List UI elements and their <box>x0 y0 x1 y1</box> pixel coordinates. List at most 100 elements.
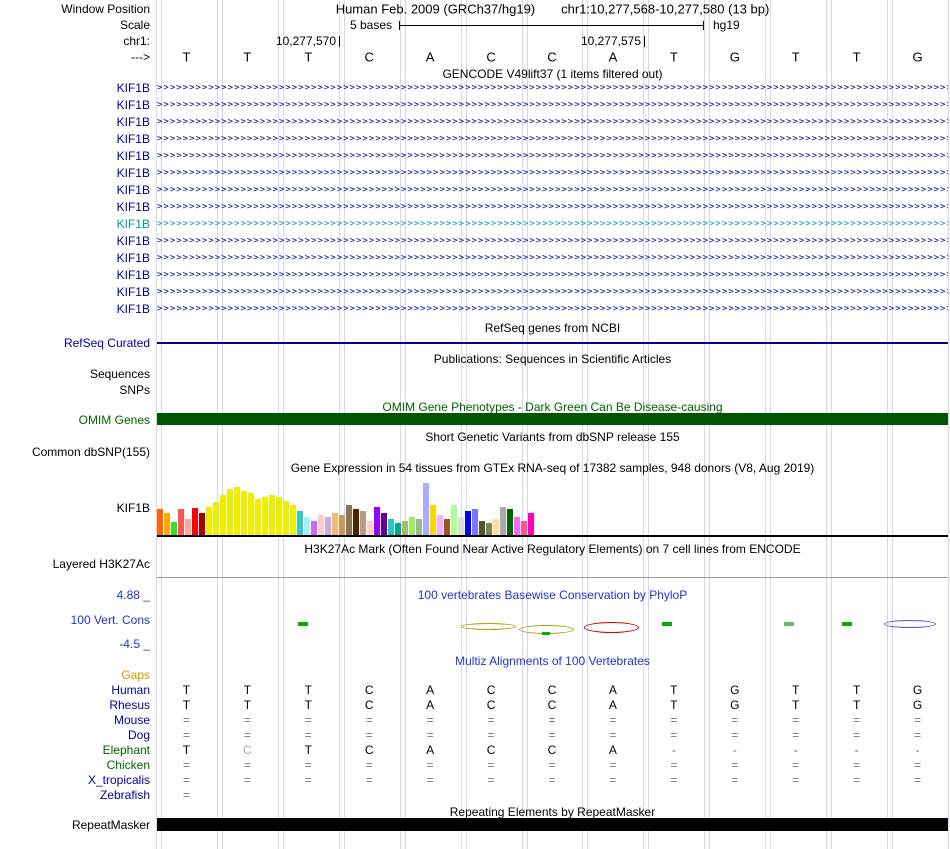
gtex-bar <box>325 517 331 535</box>
gtex-track-title[interactable]: Gene Expression in 54 tissues from GTEx … <box>290 461 815 475</box>
repeatmasker-label[interactable]: RepeatMasker <box>71 818 150 832</box>
transcript-arrows[interactable]: >>>>>>>>>>>>>>>>>>>>>>>>>>>>>>>>>>>>>>>>… <box>157 304 948 314</box>
omim-gene-bar[interactable] <box>157 413 948 425</box>
alignment-cell: = <box>670 728 678 742</box>
alignment-cell: T <box>182 698 191 712</box>
transcript-arrows[interactable]: >>>>>>>>>>>>>>>>>>>>>>>>>>>>>>>>>>>>>>>>… <box>157 287 948 297</box>
phylop-track-label[interactable]: 100 Vert. Cons <box>70 613 150 627</box>
alignment-cell: = <box>426 758 434 772</box>
dbsnp-track-title[interactable]: Short Genetic Variants from dbSNP releas… <box>425 430 680 444</box>
h3k27ac-label[interactable]: Layered H3K27Ac <box>52 557 150 571</box>
alignment-cell: = <box>487 713 495 727</box>
transcript-label[interactable]: KIF1B <box>116 166 150 180</box>
transcript-arrows[interactable]: >>>>>>>>>>>>>>>>>>>>>>>>>>>>>>>>>>>>>>>>… <box>157 83 948 93</box>
multiz-track-title[interactable]: Multiz Alignments of 100 Vertebrates <box>455 654 650 668</box>
gtex-baseline <box>157 535 948 537</box>
gtex-bar <box>283 501 289 535</box>
base-letter: T <box>852 49 861 65</box>
grid-line <box>948 0 949 849</box>
phylop-track-title[interactable]: 100 vertebrates Basewise Conservation by… <box>417 588 688 602</box>
refseq-curated-label[interactable]: RefSeq Curated <box>63 336 150 350</box>
gtex-bar <box>458 517 464 535</box>
snps-label[interactable]: SNPs <box>119 383 150 397</box>
alignment-cell: C <box>547 683 557 697</box>
transcript-arrows[interactable]: >>>>>>>>>>>>>>>>>>>>>>>>>>>>>>>>>>>>>>>>… <box>157 270 948 280</box>
gencode-track-title[interactable]: GENCODE V49lift37 (1 items filtered out) <box>442 67 663 81</box>
species-label[interactable]: Zebrafish <box>99 788 150 802</box>
species-label[interactable]: X_tropicalis <box>87 773 150 787</box>
phylop-min-label: -4.5 _ <box>119 637 150 651</box>
publications-track-title[interactable]: Publications: Sequences in Scientific Ar… <box>433 352 672 366</box>
gtex-gene-label[interactable]: KIF1B <box>116 501 150 515</box>
transcript-arrows[interactable]: >>>>>>>>>>>>>>>>>>>>>>>>>>>>>>>>>>>>>>>>… <box>157 185 948 195</box>
gtex-bar <box>514 517 520 535</box>
species-label[interactable]: Human <box>111 683 150 697</box>
repeatmasker-bar[interactable] <box>157 818 948 831</box>
alignment-cell: T <box>852 698 861 712</box>
alignment-cell: = <box>365 758 373 772</box>
transcript-arrows[interactable]: >>>>>>>>>>>>>>>>>>>>>>>>>>>>>>>>>>>>>>>>… <box>157 168 948 178</box>
gtex-bar <box>528 513 534 535</box>
species-label[interactable]: Dog <box>127 728 150 742</box>
repeatmasker-track-title[interactable]: Repeating Elements by RepeatMasker <box>449 805 656 819</box>
alignment-cell: = <box>853 728 861 742</box>
transcript-label[interactable]: KIF1B <box>116 149 150 163</box>
species-label[interactable]: Elephant <box>102 743 150 757</box>
alignment-cell: = <box>426 713 434 727</box>
assembly-short: hg19 <box>713 18 740 32</box>
gtex-bar <box>311 521 317 535</box>
alignment-cell: = <box>792 728 800 742</box>
sequences-label[interactable]: Sequences <box>89 367 150 381</box>
transcript-label[interactable]: KIF1B <box>116 115 150 129</box>
omim-genes-label[interactable]: OMIM Genes <box>78 413 150 427</box>
species-label[interactable]: Chicken <box>106 758 150 772</box>
omim-track-title[interactable]: OMIM Gene Phenotypes - Dark Green Can Be… <box>382 400 723 414</box>
transcript-label[interactable]: KIF1B <box>116 268 150 282</box>
transcript-label[interactable]: KIF1B <box>116 132 150 146</box>
base-letter: G <box>729 49 740 65</box>
refseq-track-title[interactable]: RefSeq genes from NCBI <box>484 321 621 335</box>
alignment-cell: = <box>365 728 373 742</box>
refseq-gene-line[interactable] <box>157 342 948 344</box>
dbsnp-label[interactable]: Common dbSNP(155) <box>31 445 150 459</box>
gtex-bar <box>423 483 429 535</box>
species-label[interactable]: Gaps <box>121 668 150 682</box>
scale-value: 5 bases <box>349 18 392 32</box>
alignment-cell: = <box>792 758 800 772</box>
gtex-bar <box>269 495 275 535</box>
base-letter: C <box>486 49 496 65</box>
alignment-cell: T <box>670 683 678 697</box>
species-label[interactable]: Rhesus <box>109 698 150 712</box>
gtex-bar <box>290 505 296 535</box>
coordinate-tick-label: 10,277,570 <box>275 34 336 48</box>
transcript-arrows[interactable]: >>>>>>>>>>>>>>>>>>>>>>>>>>>>>>>>>>>>>>>>… <box>157 117 948 127</box>
gtex-bar <box>395 523 401 535</box>
transcript-label[interactable]: KIF1B <box>116 251 150 265</box>
transcript-label[interactable]: KIF1B <box>116 234 150 248</box>
transcript-label[interactable]: KIF1B <box>116 285 150 299</box>
alignment-cell: = <box>426 728 434 742</box>
transcript-label[interactable]: KIF1B <box>116 81 150 95</box>
alignment-cell: - <box>732 743 737 757</box>
transcript-label[interactable]: KIF1B <box>116 200 150 214</box>
conservation-mark <box>884 620 936 628</box>
h3k27ac-track-title[interactable]: H3K27Ac Mark (Often Found Near Active Re… <box>304 542 801 556</box>
transcript-label[interactable]: KIF1B <box>116 183 150 197</box>
transcript-arrows[interactable]: >>>>>>>>>>>>>>>>>>>>>>>>>>>>>>>>>>>>>>>>… <box>157 219 948 229</box>
alignment-cell: = <box>548 758 556 772</box>
gtex-bar <box>346 505 352 535</box>
transcript-arrows[interactable]: >>>>>>>>>>>>>>>>>>>>>>>>>>>>>>>>>>>>>>>>… <box>157 236 948 246</box>
transcript-arrows[interactable]: >>>>>>>>>>>>>>>>>>>>>>>>>>>>>>>>>>>>>>>>… <box>157 134 948 144</box>
alignment-cell: = <box>914 728 922 742</box>
species-label[interactable]: Mouse <box>113 713 150 727</box>
base-letter: G <box>912 49 923 65</box>
transcript-label[interactable]: KIF1B <box>116 302 150 316</box>
transcript-label[interactable]: KIF1B <box>116 98 150 112</box>
transcript-arrows[interactable]: >>>>>>>>>>>>>>>>>>>>>>>>>>>>>>>>>>>>>>>>… <box>157 202 948 212</box>
transcript-arrows[interactable]: >>>>>>>>>>>>>>>>>>>>>>>>>>>>>>>>>>>>>>>>… <box>157 253 948 263</box>
transcript-arrows[interactable]: >>>>>>>>>>>>>>>>>>>>>>>>>>>>>>>>>>>>>>>>… <box>157 100 948 110</box>
assembly-name: Human Feb. 2009 (GRCh37/hg19) <box>335 1 536 17</box>
transcript-arrows[interactable]: >>>>>>>>>>>>>>>>>>>>>>>>>>>>>>>>>>>>>>>>… <box>157 151 948 161</box>
transcript-label[interactable]: KIF1B <box>116 217 150 231</box>
alignment-cell: C <box>364 743 374 757</box>
